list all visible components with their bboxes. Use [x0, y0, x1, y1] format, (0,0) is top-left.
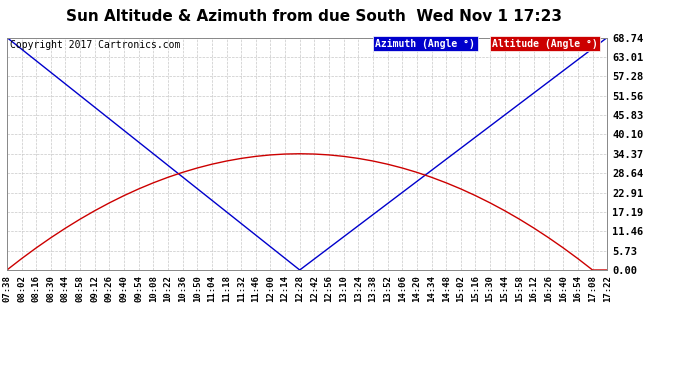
Text: Azimuth (Angle °): Azimuth (Angle °): [375, 39, 475, 49]
Text: Copyright 2017 Cartronics.com: Copyright 2017 Cartronics.com: [10, 40, 180, 50]
Text: Altitude (Angle °): Altitude (Angle °): [492, 39, 598, 49]
Text: Sun Altitude & Azimuth from due South  Wed Nov 1 17:23: Sun Altitude & Azimuth from due South We…: [66, 9, 562, 24]
